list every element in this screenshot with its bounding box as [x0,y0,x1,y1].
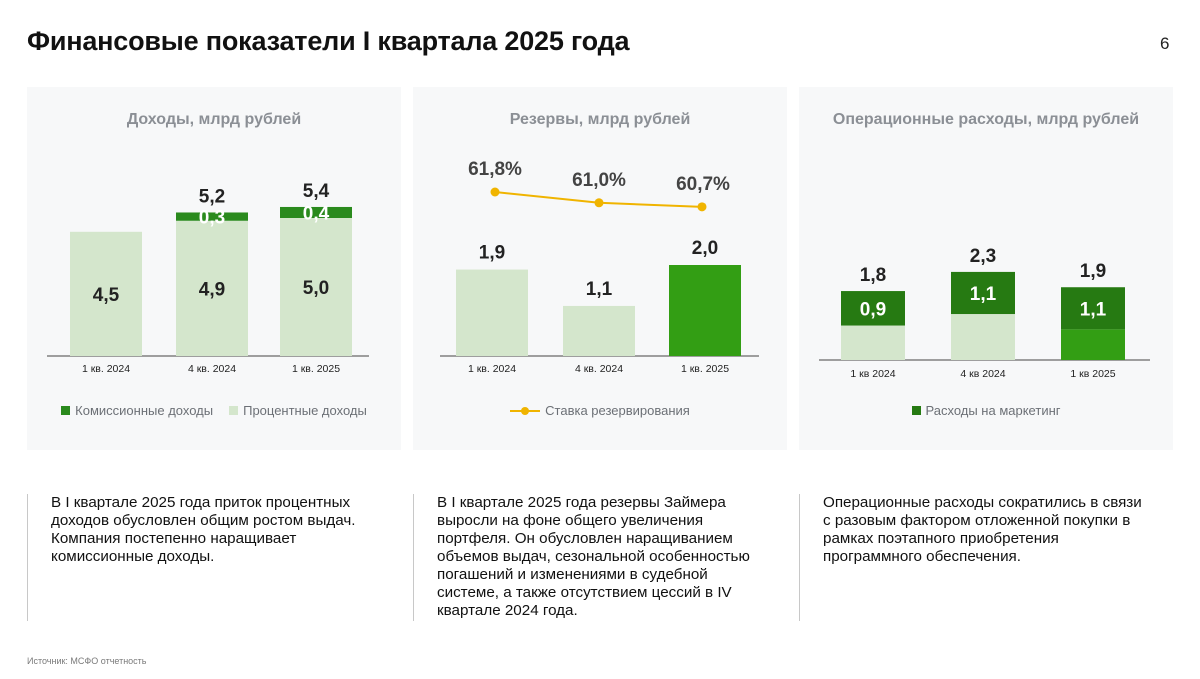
revenue-tick-label: 1 кв. 2024 [82,363,130,375]
legend-label-interest: Процентные доходы [243,403,367,418]
reserves-bar [669,265,741,356]
reserves-chart-panel: 1,9 1 кв. 2024 1,1 4 кв. 2024 2,0 1 кв. 2025 6… [413,87,787,450]
reserve-rate-point [490,187,500,197]
revenue-bar-interest [176,220,248,356]
legend-label-reserve-rate: Ставка резервирования [545,403,690,418]
revenue-chart: 4,5 1 кв. 2024 4,9 0,35,2 4 кв. 2024 5,0 0,45,… [47,181,369,375]
reserves-tick-label: 1 кв. 2025 [681,363,729,375]
commentary-reserves: В I квартале 2025 года резервы Займера в… [413,494,758,621]
revenue-label-total: 5,4 [303,181,330,202]
reserves-bar [456,269,528,356]
revenue-chart-title: Доходы, млрд рублей [126,111,302,128]
revenue-chart-panel: 4,5 1 кв. 2024 4,9 0,3 5,2 4 кв. 2024 5,0 0,4 5,… [27,87,401,450]
revenue-label-commission: 0,3 [199,208,225,229]
opex-label-total: 1,8 [860,265,886,286]
reserve-rate-label: 60,7% [676,174,730,195]
opex-bar-marketing [1061,287,1125,330]
reserve-rate-label: 61,8% [468,159,522,180]
opex-label-total: 2,3 [970,246,996,267]
opex-bar-marketing [841,291,905,326]
legend-swatch-interest [229,406,239,415]
reserves-label: 2,0 [692,238,718,259]
opex-chart-panel: 0,9 1,8 1 кв 2024 1,1 2,3 4 кв 2024 1,1 1,9 1 кв… [799,87,1173,450]
revenue-label-interest: 4,9 [199,279,225,300]
reserves-label: 1,9 [479,243,505,264]
opex-legend: Расходы на маркетинг [799,403,1173,418]
opex-tick-label: 1 кв 2025 [1070,368,1115,380]
reserves-chart: 1,9 1 кв. 2024 1,1 4 кв. 2024 2,0 1 кв. 2025 6… [440,159,759,375]
revenue-label-total: 5,2 [199,186,225,207]
revenue-bar-interest [280,218,352,356]
source-note: Источник: МСФО отчетность [27,656,147,666]
opex-tick-label: 1 кв 2024 [850,368,895,380]
reserves-tick-label: 4 кв. 2024 [575,363,623,375]
revenue-tick-label: 4 кв. 2024 [188,363,236,375]
opex-tick-label: 4 кв 2024 [960,368,1005,380]
revenue-label-interest: 4,5 [93,285,120,306]
opex-bar-other [1061,329,1125,360]
revenue-legend: Комиссионные доходы Процентные доходы [27,403,401,418]
opex-label-marketing: 0,9 [860,299,886,320]
legend-label-commission: Комиссионные доходы [75,403,214,418]
commentary-revenue: В I квартале 2025 года приток процентных… [27,494,372,621]
reserves-tick-label: 1 кв. 2024 [468,363,516,375]
page-title: Финансовые показатели I квартала 2025 го… [27,26,630,56]
opex-bar-other [841,325,905,360]
legend-swatch-reserve-rate [510,406,541,416]
reserves-chart-title: Резервы, млрд рублей [509,111,691,128]
legend-item-marketing: Расходы на маркетинг [911,403,1061,418]
reserve-rate-point [594,198,604,208]
reserves-label: 1,1 [586,279,613,300]
opex-label-marketing: 1,1 [970,284,997,305]
legend-item-commission: Комиссионные доходы [61,403,213,418]
legend-item-interest: Процентные доходы [229,403,367,418]
legend-swatch-marketing [911,406,921,415]
revenue-bar-commission [176,212,248,221]
opex-bar-marketing [951,271,1015,315]
revenue-bar-commission [280,206,352,218]
revenue-tick-label: 1 кв. 2025 [292,363,340,375]
revenue-bar-interest [70,231,142,356]
opex-chart: 0,9 1,8 1 кв 2024 1,1 2,3 4 кв 2024 1,1 1,9 1 кв… [819,246,1150,380]
reserve-rate-label: 61,0% [572,170,626,191]
page-number: 6 [1160,34,1170,53]
revenue-label-commission: 0,4 [303,203,330,224]
opex-chart-title: Операционные расходы, млрд рублей [832,111,1140,128]
legend-swatch-commission [61,406,71,415]
commentary-opex: Операционные расходы сократились в связи… [799,494,1144,621]
reserves-legend: Ставка резервирования [413,403,787,418]
opex-bar-other [951,314,1015,360]
legend-item-reserve-rate: Ставка резервирования [510,403,690,418]
opex-label-total: 1,9 [1080,261,1106,282]
opex-label-marketing: 1,1 [1080,299,1107,320]
reserve-rate-point [697,202,707,212]
revenue-label-interest: 5,0 [303,278,329,299]
legend-label-marketing: Расходы на маркетинг [925,403,1061,418]
reserves-bar [563,305,635,356]
